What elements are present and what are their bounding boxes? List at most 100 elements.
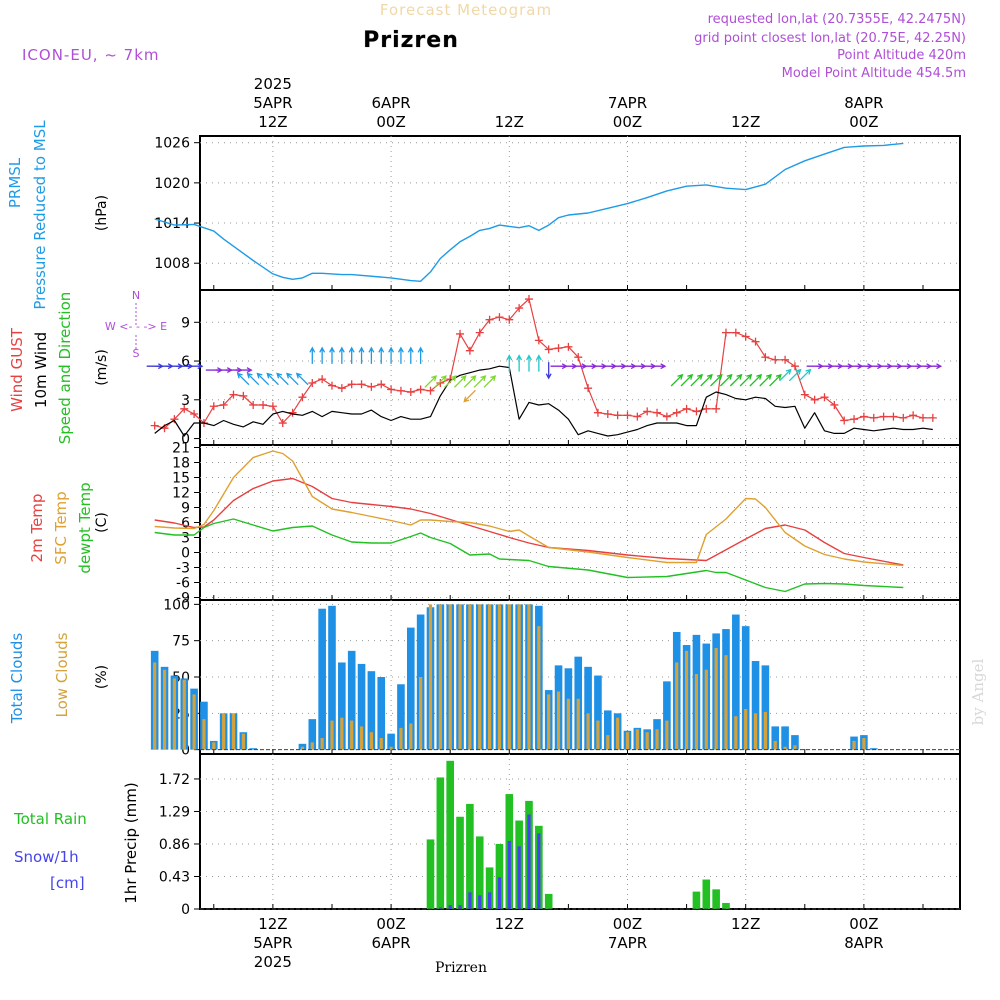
- gust-marker: [909, 411, 918, 420]
- panel-frame: [199, 135, 961, 291]
- wind-direction-arrow: [368, 346, 375, 364]
- top-time-label: 5APR: [253, 94, 292, 112]
- gust-marker: [840, 416, 849, 425]
- gust-marker: [180, 404, 189, 413]
- top-time-label: 2025: [254, 75, 292, 93]
- y-tick-label: 9: [181, 315, 190, 331]
- low-cloud-bar: [330, 720, 334, 750]
- top-time-label: 00Z: [613, 113, 642, 131]
- precip-legend-label: Total Rain: [13, 810, 87, 828]
- gust-marker: [613, 411, 622, 420]
- wind-direction-arrow: [397, 346, 404, 364]
- bottom-time-label: 12Z: [495, 915, 524, 933]
- low-cloud-bar: [300, 746, 305, 750]
- low-cloud-bar: [753, 713, 758, 750]
- low-cloud-bar: [222, 713, 226, 750]
- y-axis-title: dewpt Temp: [76, 482, 94, 573]
- gust-marker: [259, 400, 268, 409]
- total-cloud-bar: [869, 748, 878, 750]
- wind-direction-arrow: [348, 346, 355, 364]
- gust-marker: [308, 379, 317, 387]
- top-time-label: 00Z: [849, 113, 878, 131]
- forecast-title: Forecast Meteogram: [380, 1, 552, 19]
- gust-marker: [800, 390, 809, 399]
- location-title: Prizren: [363, 28, 459, 53]
- wind-direction-arrow: [266, 372, 279, 386]
- snow-bar: [537, 833, 541, 909]
- wind-direction-arrow: [798, 368, 812, 382]
- wind-direction-arrow: [286, 372, 299, 386]
- wind-direction-arrow: [526, 354, 532, 372]
- low-cloud-bar: [704, 669, 708, 750]
- wind-direction-arrow: [670, 373, 684, 387]
- gust-marker: [249, 400, 258, 409]
- gust-marker: [475, 328, 484, 337]
- panel-frame: [199, 753, 961, 910]
- pressure-line: [154, 142, 904, 282]
- total-cloud-bar: [761, 665, 770, 750]
- snow-bar: [478, 895, 482, 909]
- wind-direction-arrow: [276, 372, 289, 386]
- gust-marker: [810, 395, 819, 404]
- total-cloud-bar: [347, 650, 356, 750]
- low-cloud-bar: [458, 604, 462, 750]
- wind-direction-arrow: [417, 346, 424, 364]
- gust-marker: [662, 412, 671, 421]
- wind-direction-arrow: [690, 373, 703, 387]
- gust-marker: [406, 388, 415, 397]
- gust-marker: [721, 328, 730, 337]
- y-tick-label: 9: [181, 501, 190, 517]
- y-tick-label: 1020: [154, 176, 190, 192]
- total-cloud-bar: [308, 719, 317, 750]
- y-axis-title: 10m Wind: [32, 332, 50, 408]
- low-cloud-bar: [665, 720, 669, 750]
- wind-line: [154, 365, 933, 437]
- gust-marker: [387, 385, 396, 394]
- snow-bar: [517, 846, 521, 909]
- low-cloud-bar: [635, 729, 639, 750]
- total-cloud-bar: [732, 614, 740, 750]
- y-tick-label: 18: [172, 456, 190, 472]
- y-tick-label: 15: [172, 471, 190, 487]
- wind-direction-arrow: [788, 368, 802, 382]
- rain-bar: [466, 803, 474, 909]
- wind-direction-arrow: [246, 372, 260, 386]
- gust-marker: [318, 375, 327, 384]
- rain-bar: [544, 893, 553, 909]
- total-cloud-bar: [584, 666, 592, 750]
- low-cloud-bar: [596, 720, 600, 750]
- panel-precipitation: 0 0.43 0.86 1.29 1.72 1hr Precip (mm) Total Ra…: [13, 753, 961, 918]
- bottom-time-label: 2025: [254, 953, 292, 971]
- wind-direction-arrow: [319, 346, 326, 364]
- bottom-time-label: 6APR: [371, 934, 410, 952]
- panel-frame: [199, 289, 961, 446]
- bottom-time-label: 5APR: [253, 934, 292, 952]
- low-cloud-bar: [438, 604, 442, 750]
- low-cloud-bar: [428, 604, 433, 750]
- gust-marker: [515, 304, 524, 313]
- snow-bar: [468, 892, 472, 909]
- gust-marker: [150, 421, 159, 430]
- bottom-time-label: 12Z: [258, 915, 287, 933]
- wind-direction-arrow: [739, 373, 753, 387]
- top-time-label: 12Z: [731, 113, 760, 131]
- gust-marker: [229, 390, 238, 399]
- low-cloud-bar: [369, 732, 373, 750]
- gust-marker: [465, 346, 474, 355]
- y-tick-label: 0: [181, 546, 190, 562]
- bottom-time-label: 00Z: [849, 915, 878, 933]
- gust-marker: [554, 344, 563, 353]
- low-cloud-bar: [153, 662, 157, 750]
- gust-marker: [731, 328, 740, 337]
- y-tick-label: 12: [172, 486, 190, 502]
- gust-marker: [633, 412, 642, 421]
- low-cloud-bar: [773, 740, 777, 750]
- low-cloud-bar: [645, 732, 649, 750]
- y-tick-label: 3: [181, 393, 190, 409]
- low-cloud-bar: [182, 679, 186, 750]
- wind-direction-arrow: [434, 375, 447, 388]
- gust-marker: [781, 355, 790, 364]
- low-cloud-bar: [379, 738, 383, 750]
- snow-bar: [527, 814, 531, 909]
